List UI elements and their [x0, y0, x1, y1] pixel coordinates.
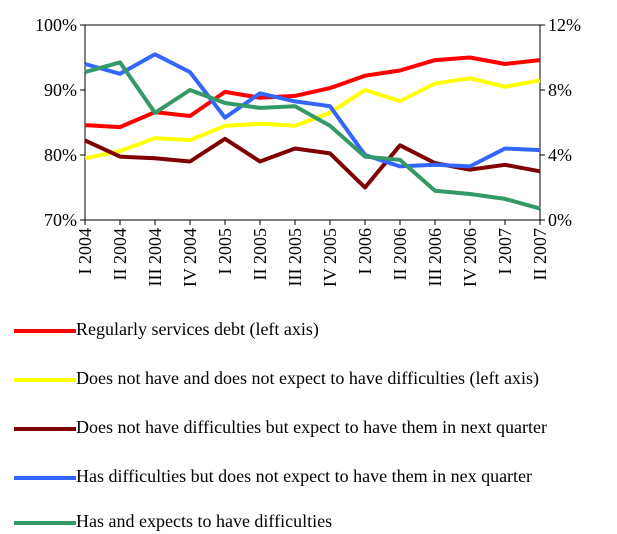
x-tick-label: II 2004 [110, 228, 130, 281]
legend-label: Has and expects to have difficulties [76, 511, 333, 531]
y-tick-label: 70% [44, 210, 77, 230]
x-tick-label: III 2005 [285, 228, 305, 286]
y2-tick-label: 8% [548, 80, 572, 100]
x-tick-label: II 2006 [390, 228, 410, 281]
legend-label: Regularly services debt (left axis) [76, 319, 319, 339]
x-tick-label: II 2005 [250, 228, 270, 281]
x-tick-label: III 2004 [145, 228, 165, 286]
legend-swatch [14, 476, 76, 480]
y-tick-label: 90% [44, 80, 77, 100]
y2-tick-label: 12% [548, 15, 581, 35]
y-tick-label: 80% [44, 145, 77, 165]
legend-swatch [14, 427, 76, 431]
series-line [84, 55, 541, 130]
legend-swatch [14, 521, 76, 525]
y2-tick-label: 4% [548, 145, 572, 165]
legend-swatch [14, 329, 76, 333]
x-tick-label: III 2006 [425, 228, 445, 286]
x-tick-label: IV 2004 [180, 228, 200, 287]
chart: 70% 80% 90% 100% 0% 4% 8% 12% I 2004 II 2004 III 2… [35, 15, 581, 287]
y-tick-label: 100% [35, 15, 77, 35]
x-tick-label: IV 2006 [460, 228, 480, 287]
series-line [84, 76, 541, 161]
x-tick-label: I 2005 [215, 228, 235, 275]
x-tick-label: IV 2005 [320, 228, 340, 287]
legend-label: Has difficulties but does not expect to … [76, 466, 533, 486]
y2-tick-label: 0% [548, 210, 572, 230]
series-line [84, 60, 541, 211]
legend-swatch [14, 378, 76, 382]
series-line [84, 136, 541, 190]
legend-label: Does not have difficulties but expect to… [76, 417, 548, 437]
series-line [84, 52, 541, 169]
legend-label: Does not have and does not expect to hav… [76, 368, 540, 388]
x-tick-label: I 2004 [75, 228, 95, 275]
plot-frame [84, 24, 541, 221]
x-tick-label: I 2006 [355, 228, 375, 275]
x-tick-label: I 2007 [495, 228, 515, 275]
x-tick-label: II 2007 [530, 228, 550, 281]
